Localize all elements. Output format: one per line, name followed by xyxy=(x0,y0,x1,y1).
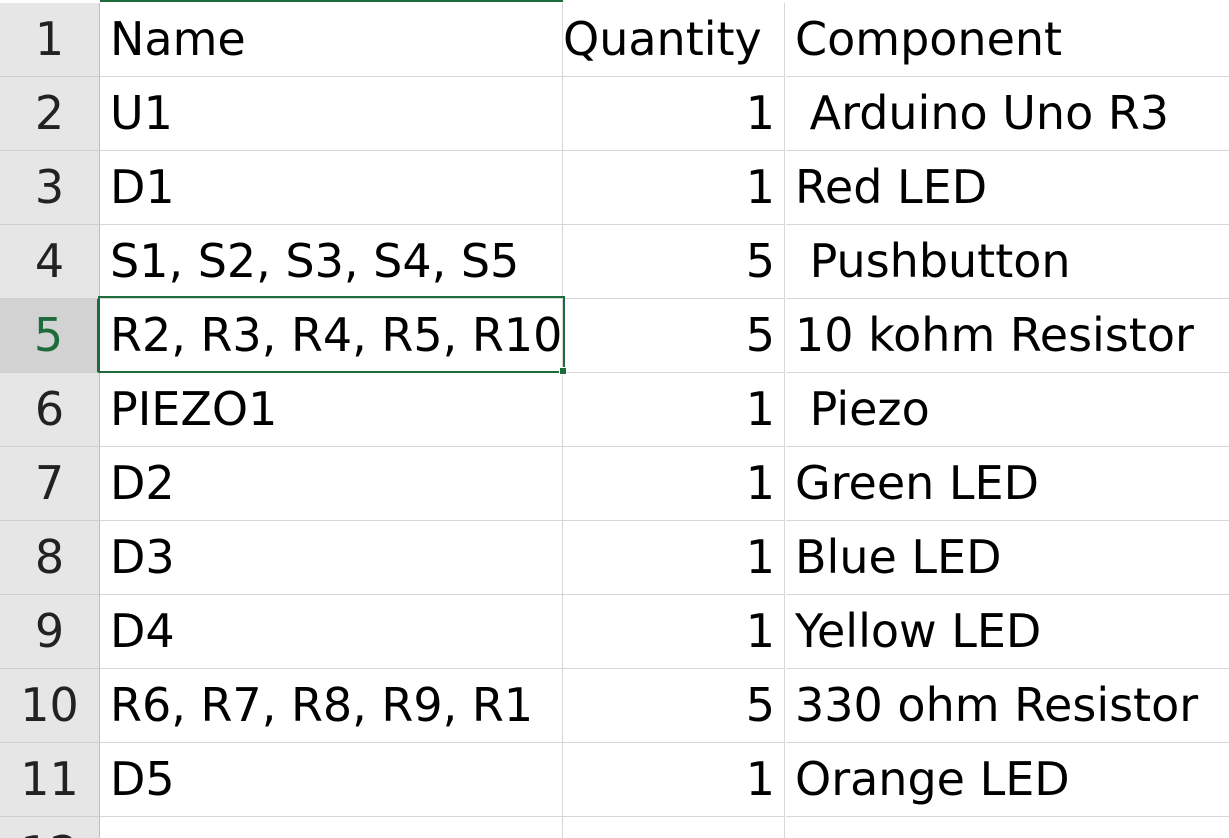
cell-component[interactable]: 10 kohm Resistor xyxy=(786,299,1229,373)
cell-quantity[interactable]: 5 xyxy=(563,299,785,373)
cell-name[interactable]: D5 xyxy=(100,743,563,817)
cell-name[interactable]: S1, S2, S3, S4, S5 xyxy=(100,225,563,299)
cell-quantity[interactable]: 1 xyxy=(563,447,785,521)
cell-name[interactable]: D1 xyxy=(100,151,563,225)
cell-component[interactable]: Green LED xyxy=(786,447,1229,521)
cell-quantity[interactable]: 5 xyxy=(563,225,785,299)
row-header-1[interactable]: 1 xyxy=(0,3,100,77)
cell-component[interactable]: Piezo xyxy=(786,373,1229,447)
cell-quantity[interactable]: 1 xyxy=(563,77,785,151)
row-header-2[interactable]: 2 xyxy=(0,77,100,151)
fill-handle[interactable] xyxy=(559,367,567,375)
cell-quantity[interactable]: 1 xyxy=(563,521,785,595)
row-header-7[interactable]: 7 xyxy=(0,447,100,521)
cell-component[interactable] xyxy=(786,817,1229,838)
table-row: 10 R6, R7, R8, R9, R1 5 330 ohm Resistor xyxy=(0,669,1229,743)
cell-name[interactable]: PIEZO1 xyxy=(100,373,563,447)
cell-quantity[interactable]: 1 xyxy=(563,373,785,447)
cell-quantity[interactable]: 1 xyxy=(563,595,785,669)
table-row: 2 U1 1 Arduino Uno R3 xyxy=(0,77,1229,151)
cell-quantity[interactable]: Quantity xyxy=(563,3,785,77)
table-row: 8 D3 1 Blue LED xyxy=(0,521,1229,595)
cell-quantity[interactable]: 5 xyxy=(563,669,785,743)
cell-quantity[interactable]: 1 xyxy=(563,743,785,817)
column-selection-indicator xyxy=(100,0,563,2)
cell-quantity[interactable] xyxy=(563,817,785,838)
table-row: 9 D4 1 Yellow LED xyxy=(0,595,1229,669)
cell-name[interactable]: D2 xyxy=(100,447,563,521)
table-row: 7 D2 1 Green LED xyxy=(0,447,1229,521)
table-row: 6 PIEZO1 1 Piezo xyxy=(0,373,1229,447)
cell-component[interactable]: Yellow LED xyxy=(786,595,1229,669)
cell-component[interactable]: Red LED xyxy=(786,151,1229,225)
cell-component[interactable]: Pushbutton xyxy=(786,225,1229,299)
row-header-5[interactable]: 5 xyxy=(0,299,100,373)
table-row: 11 D5 1 Orange LED xyxy=(0,743,1229,817)
cell-name[interactable]: Name xyxy=(100,3,563,77)
cell-component[interactable]: Component xyxy=(786,3,1229,77)
row-header-3[interactable]: 3 xyxy=(0,151,100,225)
cell-name[interactable]: U1 xyxy=(100,77,563,151)
cell-name[interactable]: R6, R7, R8, R9, R1 xyxy=(100,669,563,743)
cell-name[interactable]: D3 xyxy=(100,521,563,595)
row-header-8[interactable]: 8 xyxy=(0,521,100,595)
row-header-10[interactable]: 10 xyxy=(0,669,100,743)
cell-name[interactable]: R2, R3, R4, R5, R10 xyxy=(100,299,563,373)
cell-component[interactable]: 330 ohm Resistor xyxy=(786,669,1229,743)
cell-quantity[interactable]: 1 xyxy=(563,151,785,225)
table-row: 12 xyxy=(0,817,1229,838)
row-header-6[interactable]: 6 xyxy=(0,373,100,447)
row-header-12[interactable]: 12 xyxy=(0,817,100,838)
row-header-4[interactable]: 4 xyxy=(0,225,100,299)
cell-component[interactable]: Blue LED xyxy=(786,521,1229,595)
row-header-11[interactable]: 11 xyxy=(0,743,100,817)
cell-component[interactable]: Arduino Uno R3 xyxy=(786,77,1229,151)
header-row: 1 Name Quantity Component xyxy=(0,3,1229,77)
table-row: 4 S1, S2, S3, S4, S5 5 Pushbutton xyxy=(0,225,1229,299)
cell-name[interactable]: D4 xyxy=(100,595,563,669)
row-header-9[interactable]: 9 xyxy=(0,595,100,669)
table-row: 3 D1 1 Red LED xyxy=(0,151,1229,225)
cell-component[interactable]: Orange LED xyxy=(786,743,1229,817)
cell-name[interactable] xyxy=(100,817,563,838)
table-row: 5 R2, R3, R4, R5, R10 5 10 kohm Resistor xyxy=(0,299,1229,373)
